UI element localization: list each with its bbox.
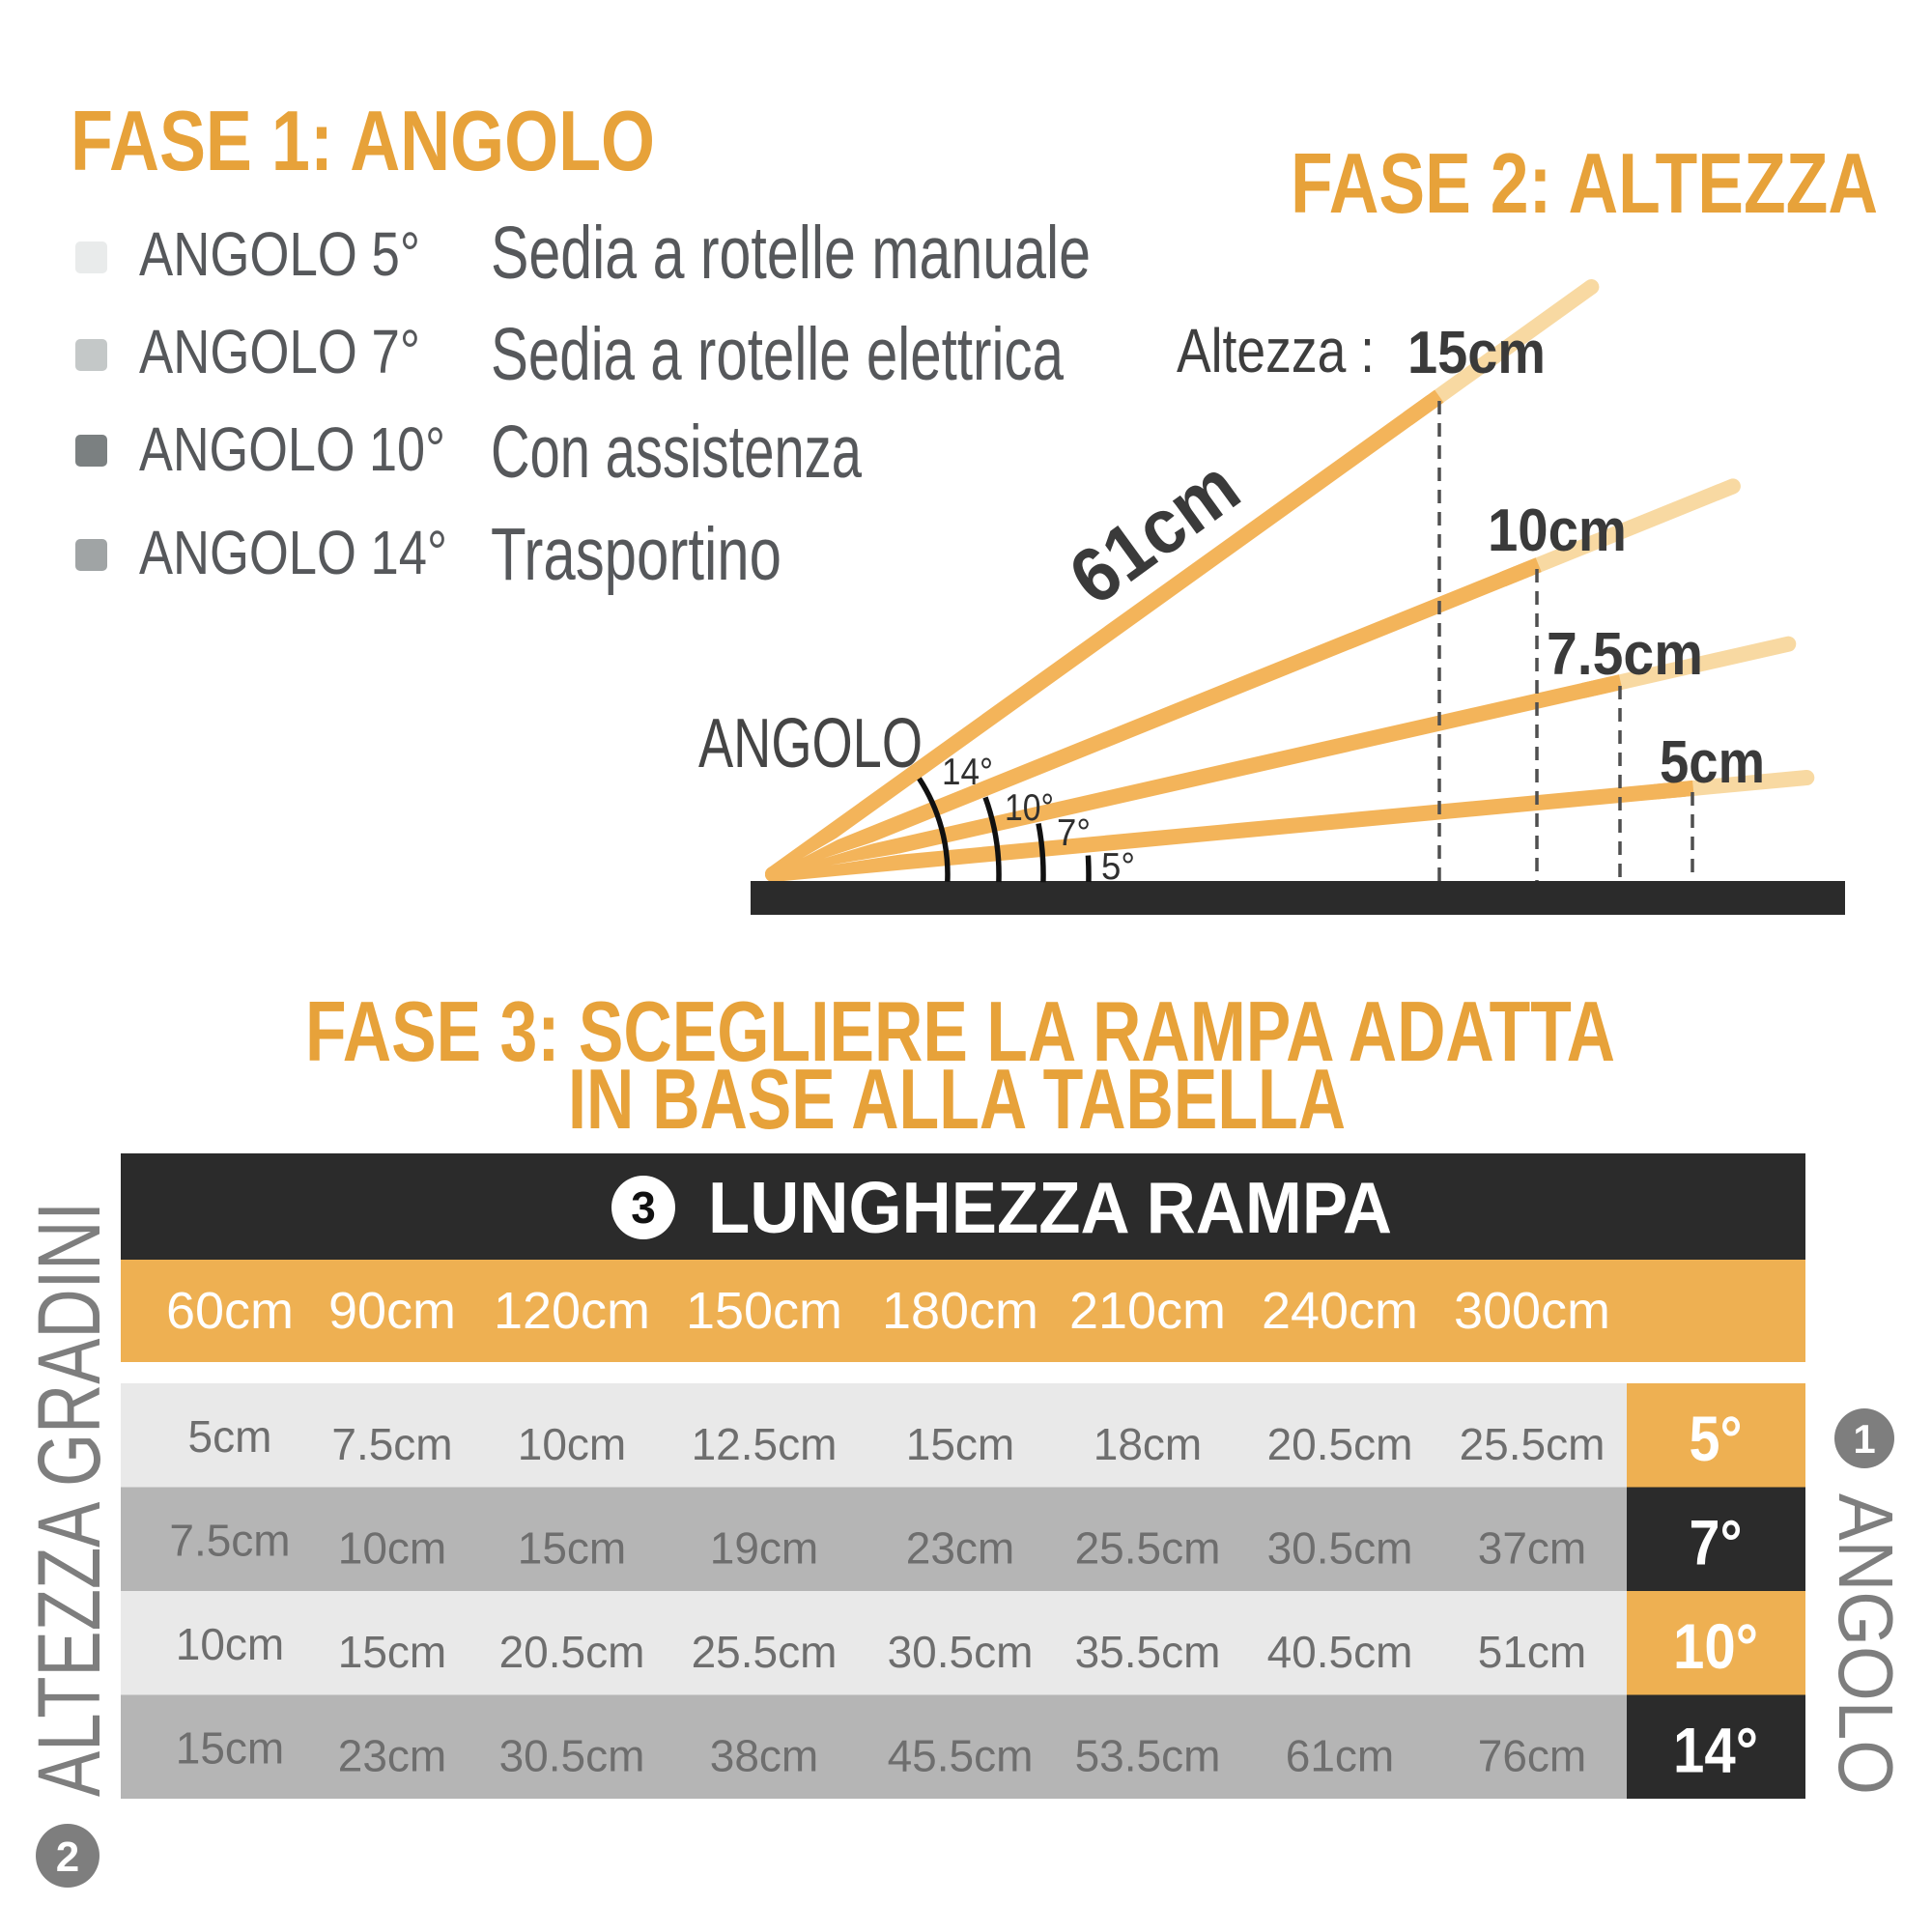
svg-text:15cm: 15cm: [338, 1627, 446, 1677]
svg-text:Trasportino: Trasportino: [491, 513, 781, 596]
svg-text:23cm: 23cm: [906, 1523, 1014, 1574]
svg-text:30.5cm: 30.5cm: [499, 1731, 645, 1781]
svg-text:20.5cm: 20.5cm: [499, 1627, 645, 1677]
svg-text:5cm: 5cm: [188, 1411, 272, 1462]
svg-text:15cm: 15cm: [518, 1523, 626, 1574]
svg-text:30.5cm: 30.5cm: [1267, 1523, 1413, 1574]
svg-text:ALTEZZA GRADINI: ALTEZZA GRADINI: [20, 1202, 119, 1797]
svg-text:120cm: 120cm: [494, 1282, 650, 1340]
svg-text:60cm: 60cm: [166, 1282, 294, 1340]
svg-text:ANGOLO 5°: ANGOLO 5°: [139, 219, 420, 289]
svg-text:25.5cm: 25.5cm: [1075, 1523, 1221, 1574]
svg-text:53.5cm: 53.5cm: [1075, 1731, 1221, 1781]
svg-text:19cm: 19cm: [710, 1523, 818, 1574]
svg-text:38cm: 38cm: [710, 1731, 818, 1781]
svg-text:10°: 10°: [1005, 787, 1054, 829]
svg-text:IN BASE ALLA TABELLA: IN BASE ALLA TABELLA: [568, 1051, 1346, 1147]
svg-text:7.5cm: 7.5cm: [1547, 621, 1703, 688]
svg-text:37cm: 37cm: [1478, 1523, 1586, 1574]
svg-text:ANGOLO 10°: ANGOLO 10°: [139, 414, 445, 484]
svg-text:14°: 14°: [942, 752, 993, 793]
svg-text:5cm: 5cm: [1660, 729, 1765, 796]
svg-text:FASE 2: ALTEZZA: FASE 2: ALTEZZA: [1291, 135, 1878, 231]
svg-text:3: 3: [631, 1182, 656, 1233]
svg-text:20.5cm: 20.5cm: [1267, 1419, 1413, 1469]
svg-text:7°: 7°: [1057, 812, 1091, 854]
svg-text:LUNGHEZZA RAMPA: LUNGHEZZA RAMPA: [708, 1167, 1392, 1248]
svg-text:Sedia a rotelle manuale: Sedia a rotelle manuale: [491, 212, 1091, 295]
svg-text:5°: 5°: [1101, 846, 1135, 888]
svg-text:25.5cm: 25.5cm: [692, 1627, 838, 1677]
svg-text:10cm: 10cm: [518, 1419, 626, 1469]
svg-text:ANGOLO: ANGOLO: [1823, 1493, 1909, 1795]
svg-text:45.5cm: 45.5cm: [888, 1731, 1034, 1781]
svg-text:61cm: 61cm: [1286, 1731, 1394, 1781]
svg-text:Sedia a rotelle elettrica: Sedia a rotelle elettrica: [491, 313, 1064, 396]
svg-text:35.5cm: 35.5cm: [1075, 1627, 1221, 1677]
svg-text:Altezza :: Altezza :: [1177, 316, 1375, 385]
svg-text:25.5cm: 25.5cm: [1460, 1419, 1605, 1469]
svg-text:76cm: 76cm: [1478, 1731, 1586, 1781]
svg-text:2: 2: [56, 1833, 79, 1881]
svg-text:240cm: 240cm: [1262, 1282, 1418, 1340]
svg-text:180cm: 180cm: [882, 1282, 1038, 1340]
svg-text:40.5cm: 40.5cm: [1267, 1627, 1413, 1677]
svg-text:FASE 1: ANGOLO: FASE 1: ANGOLO: [71, 93, 655, 188]
svg-text:Con assistenza: Con assistenza: [491, 411, 862, 494]
svg-text:90cm: 90cm: [328, 1282, 456, 1340]
svg-text:1: 1: [1853, 1416, 1875, 1462]
svg-text:7.5cm: 7.5cm: [331, 1419, 452, 1469]
svg-text:10°: 10°: [1673, 1610, 1758, 1682]
svg-text:ANGOLO 7°: ANGOLO 7°: [139, 317, 420, 386]
svg-text:7.5cm: 7.5cm: [169, 1516, 290, 1566]
svg-text:18cm: 18cm: [1094, 1419, 1202, 1469]
svg-text:10cm: 10cm: [1488, 497, 1627, 564]
svg-text:FASE 3: SCEGLIERE LA RAMPA ADA: FASE 3: SCEGLIERE LA RAMPA ADATTA: [305, 983, 1615, 1079]
svg-text:300cm: 300cm: [1454, 1282, 1610, 1340]
svg-text:ANGOLO: ANGOLO: [698, 705, 923, 782]
svg-text:210cm: 210cm: [1069, 1282, 1226, 1340]
svg-text:15cm: 15cm: [176, 1723, 284, 1774]
svg-text:23cm: 23cm: [338, 1731, 446, 1781]
svg-text:7°: 7°: [1690, 1507, 1743, 1578]
svg-text:ANGOLO 14°: ANGOLO 14°: [139, 518, 447, 587]
svg-text:15cm: 15cm: [906, 1419, 1014, 1469]
svg-text:15cm: 15cm: [1407, 320, 1546, 386]
svg-text:10cm: 10cm: [176, 1619, 284, 1669]
svg-text:10cm: 10cm: [338, 1523, 446, 1574]
svg-text:12.5cm: 12.5cm: [692, 1419, 838, 1469]
svg-text:150cm: 150cm: [686, 1282, 842, 1340]
svg-text:30.5cm: 30.5cm: [888, 1627, 1034, 1677]
svg-text:14°: 14°: [1673, 1715, 1758, 1786]
svg-text:51cm: 51cm: [1478, 1627, 1586, 1677]
svg-text:5°: 5°: [1690, 1403, 1743, 1474]
